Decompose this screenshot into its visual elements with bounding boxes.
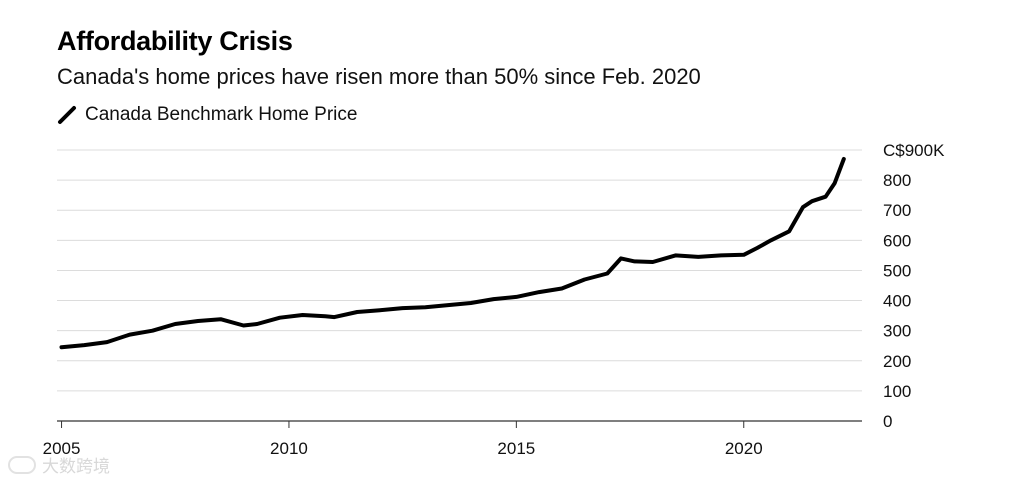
legend-line-icon xyxy=(58,106,76,124)
x-tick-label: 2005 xyxy=(43,439,81,458)
x-tick-label: 2015 xyxy=(497,439,535,458)
y-tick-label: 0 xyxy=(883,412,892,431)
chart-subtitle: Canada's home prices have risen more tha… xyxy=(57,64,701,89)
series-line-canada-benchmark-home-price xyxy=(59,157,846,350)
y-tick-label: 600 xyxy=(883,231,911,250)
y-tick-label: 400 xyxy=(883,292,911,311)
y-tick-label: 800 xyxy=(883,171,911,190)
y-tick-label: C$900K xyxy=(883,141,945,160)
y-tick-label: 700 xyxy=(883,201,911,220)
x-tick-label: 2020 xyxy=(725,439,763,458)
x-tick-label: 2010 xyxy=(270,439,308,458)
y-tick-label: 100 xyxy=(883,382,911,401)
y-tick-label: 300 xyxy=(883,322,911,341)
watermark-logo-icon xyxy=(8,455,36,474)
watermark-text: 大数跨境 xyxy=(42,457,110,476)
legend-label: Canada Benchmark Home Price xyxy=(85,104,358,125)
y-tick-label: 200 xyxy=(883,352,911,371)
chart-title: Affordability Crisis xyxy=(57,26,293,56)
watermark: 大数跨境 xyxy=(8,452,110,477)
legend: Canada Benchmark Home Price xyxy=(57,104,357,126)
y-tick-label: 500 xyxy=(883,261,911,280)
